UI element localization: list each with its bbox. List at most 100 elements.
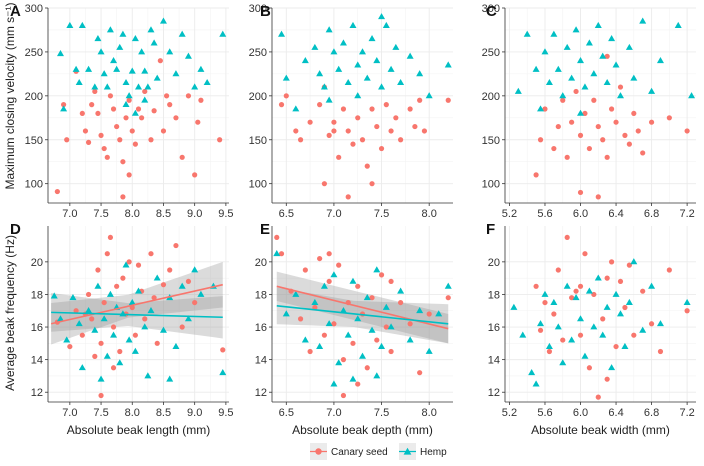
hemp-point bbox=[116, 43, 124, 50]
hemp-point bbox=[406, 336, 414, 343]
canary-point bbox=[426, 311, 432, 317]
canary-point bbox=[555, 123, 561, 130]
canary-point bbox=[336, 262, 342, 268]
canary-point bbox=[640, 288, 646, 294]
hemp-point bbox=[523, 30, 531, 37]
canary-point bbox=[564, 154, 570, 160]
canary-point bbox=[595, 194, 601, 200]
hemp-point bbox=[363, 294, 371, 301]
canary-point bbox=[95, 267, 101, 273]
canary-point bbox=[340, 357, 347, 363]
x-tick-label: 9.0 bbox=[187, 407, 202, 419]
hemp-point bbox=[349, 277, 357, 284]
hemp-point bbox=[100, 70, 108, 77]
canary-point bbox=[95, 110, 101, 117]
canary-point bbox=[114, 283, 120, 289]
hemp-point bbox=[301, 336, 309, 343]
canary-point bbox=[160, 128, 167, 134]
hemp-point bbox=[78, 364, 86, 371]
hemp-point bbox=[78, 21, 86, 28]
y-tick-label: 20 bbox=[488, 257, 500, 269]
hemp-point bbox=[577, 57, 585, 64]
hemp-point bbox=[532, 380, 540, 387]
hemp-point bbox=[191, 266, 199, 273]
hemp-point bbox=[674, 21, 682, 28]
canary-point bbox=[369, 106, 375, 112]
x-tick-label: 8.0 bbox=[125, 407, 140, 419]
y-tick-label: 250 bbox=[482, 47, 500, 59]
canary-point bbox=[61, 102, 67, 108]
y-tick-label: 100 bbox=[482, 179, 500, 191]
hemp-point bbox=[616, 92, 624, 99]
y-axis-label-bottom: Average beak frequency (Hz) bbox=[3, 235, 17, 391]
x-tick-label: 9.0 bbox=[187, 208, 202, 220]
canary-point bbox=[185, 93, 192, 99]
hemp-point bbox=[339, 307, 347, 314]
confidence-band bbox=[51, 261, 223, 345]
panel-label: B bbox=[260, 3, 271, 20]
hemp-point bbox=[203, 78, 211, 86]
x-tick-label: 9.5 bbox=[218, 208, 233, 220]
canary-point bbox=[613, 119, 619, 125]
hemp-point bbox=[425, 347, 433, 354]
hemp-point bbox=[392, 43, 400, 50]
hemp-point bbox=[550, 298, 558, 305]
hemp-point bbox=[100, 315, 108, 322]
canary-point bbox=[98, 132, 104, 138]
x-tick-label: 6.5 bbox=[279, 208, 294, 220]
panel-label: C bbox=[486, 3, 497, 20]
canary-point bbox=[364, 163, 370, 169]
hemp-point bbox=[301, 57, 309, 64]
hemp-point bbox=[110, 331, 118, 338]
canary-point bbox=[274, 234, 280, 241]
canary-point bbox=[666, 115, 672, 121]
hemp-point bbox=[122, 100, 130, 108]
y-tick-label: 12 bbox=[255, 387, 267, 399]
y-tick-label: 150 bbox=[25, 135, 43, 147]
hemp-point bbox=[397, 78, 405, 86]
canary-point bbox=[609, 106, 615, 112]
canary-point bbox=[378, 272, 385, 278]
y-tick-label: 250 bbox=[25, 47, 43, 59]
hemp-point bbox=[119, 30, 127, 37]
hemp-point bbox=[625, 43, 633, 50]
hemp-point bbox=[639, 17, 647, 24]
canary-point bbox=[312, 304, 318, 311]
x-tick-label: 6.4 bbox=[608, 208, 623, 220]
panel-E: 6.5 7.0 7.5 8.0 12 14 16 18 20 E Absolute beak dep… bbox=[255, 221, 453, 437]
canary-point bbox=[595, 394, 601, 400]
canary-point bbox=[142, 88, 148, 95]
hemp-point bbox=[197, 65, 205, 72]
canary-point bbox=[577, 132, 584, 138]
legend-canary-icon bbox=[315, 448, 322, 455]
canary-point bbox=[369, 181, 375, 187]
hemp-point bbox=[166, 48, 174, 55]
canary-point bbox=[569, 119, 575, 125]
canary-point bbox=[383, 324, 389, 330]
x-tick-label: 8.5 bbox=[156, 208, 171, 220]
x-tick-label: 5.2 bbox=[502, 407, 517, 419]
hemp-point bbox=[656, 57, 664, 64]
canary-point bbox=[569, 295, 575, 301]
x-tick-label: 7.0 bbox=[326, 208, 341, 220]
hemp-point bbox=[572, 294, 580, 301]
canary-point bbox=[622, 304, 628, 311]
canary-point bbox=[582, 251, 588, 257]
canary-point bbox=[407, 106, 413, 112]
hemp-point bbox=[141, 323, 149, 330]
hemp-point bbox=[378, 342, 386, 349]
hemp-point bbox=[563, 43, 571, 50]
hemp-point bbox=[510, 303, 518, 310]
y-tick-label: 12 bbox=[31, 387, 43, 399]
hemp-point bbox=[320, 282, 328, 289]
hemp-point bbox=[128, 67, 136, 74]
canary-point bbox=[445, 295, 451, 301]
canary-point bbox=[163, 93, 170, 99]
canary-point bbox=[609, 259, 615, 265]
hemp-point bbox=[72, 65, 80, 72]
canary-point bbox=[120, 194, 126, 200]
canary-point bbox=[173, 115, 179, 121]
hemp-point bbox=[373, 266, 381, 273]
y-tick-label: 200 bbox=[482, 91, 500, 103]
x-tick-label: 9.5 bbox=[218, 407, 233, 419]
